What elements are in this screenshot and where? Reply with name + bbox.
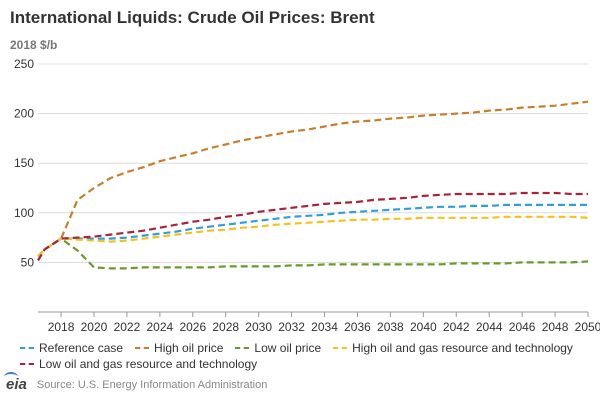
x-tick-label: 2034 (311, 320, 338, 334)
x-tick-label: 2028 (212, 320, 239, 334)
x-tick-label: 2020 (81, 320, 108, 334)
series-line (37, 203, 588, 258)
legend-row-1: Reference case High oil price Low oil pr… (20, 340, 590, 356)
legend-item: High oil price (135, 341, 223, 355)
x-tick-label: 2042 (443, 320, 470, 334)
source-note: Source: U.S. Energy Information Administ… (36, 378, 268, 391)
y-tick-label: 150 (14, 156, 34, 170)
legend-item: High oil and gas resource and technology (333, 341, 573, 355)
gridlines (38, 63, 588, 313)
eia-logo: eia (4, 372, 27, 393)
y-tick-label: 50 (21, 255, 35, 269)
x-tick-labels: 2018 2020 2022 2024 2026 2028 2030 2032 2034 2036… (48, 312, 600, 334)
legend-swatch (20, 363, 34, 365)
legend-item: Reference case (20, 341, 123, 355)
y-tick-label: 250 (14, 57, 34, 71)
legend-label: High oil price (154, 341, 224, 355)
x-tick-label: 2044 (476, 320, 503, 334)
series-lines (37, 100, 589, 270)
y-axis-unit-label: 2018 $/b (10, 38, 58, 52)
x-tick-label: 2036 (344, 320, 371, 334)
x-tick-label: 2046 (509, 320, 536, 334)
x-tick-label: 2032 (278, 320, 305, 334)
y-tick-label: 200 (14, 107, 34, 121)
y-tick-label: 100 (14, 206, 34, 220)
legend-label: Low oil and gas resource and technology (39, 357, 258, 371)
series-line (37, 237, 589, 270)
legend-swatch (235, 347, 250, 349)
legend-label: Low oil price (254, 341, 322, 355)
x-tick-label: 2018 (48, 320, 75, 334)
x-tick-label: 2024 (147, 320, 174, 334)
legend-item: Low oil and gas resource and technology (20, 357, 257, 371)
x-tick-label: 2026 (179, 320, 206, 334)
legend-label: High oil and gas resource and technology (352, 341, 573, 355)
footer: eia Source: U.S. Energy Information Admi… (4, 372, 268, 393)
x-tick-label: 2022 (114, 320, 141, 334)
x-tick-label: 2030 (245, 320, 272, 334)
x-tick-label: 2040 (410, 320, 437, 334)
x-tick-label: 2050 (575, 320, 600, 334)
chart-title: International Liquids: Crude Oil Prices:… (10, 8, 375, 27)
series-line (37, 215, 589, 258)
legend-item: Low oil price (235, 341, 321, 355)
legend-swatch (333, 347, 348, 349)
legend-swatch (135, 347, 150, 349)
chart-legend: Reference case High oil price Low oil pr… (20, 340, 590, 372)
x-tick-label: 2038 (377, 320, 404, 334)
legend-swatch (20, 347, 34, 349)
legend-row-2: Low oil and gas resource and technology (20, 356, 590, 372)
series-line (37, 100, 589, 261)
y-tick-labels: 50 100 150 200 250 (14, 57, 34, 269)
logo-arc-icon (4, 372, 18, 382)
series-line (37, 191, 588, 261)
x-tick-label: 2048 (542, 320, 569, 334)
legend-label: Reference case (39, 341, 124, 355)
